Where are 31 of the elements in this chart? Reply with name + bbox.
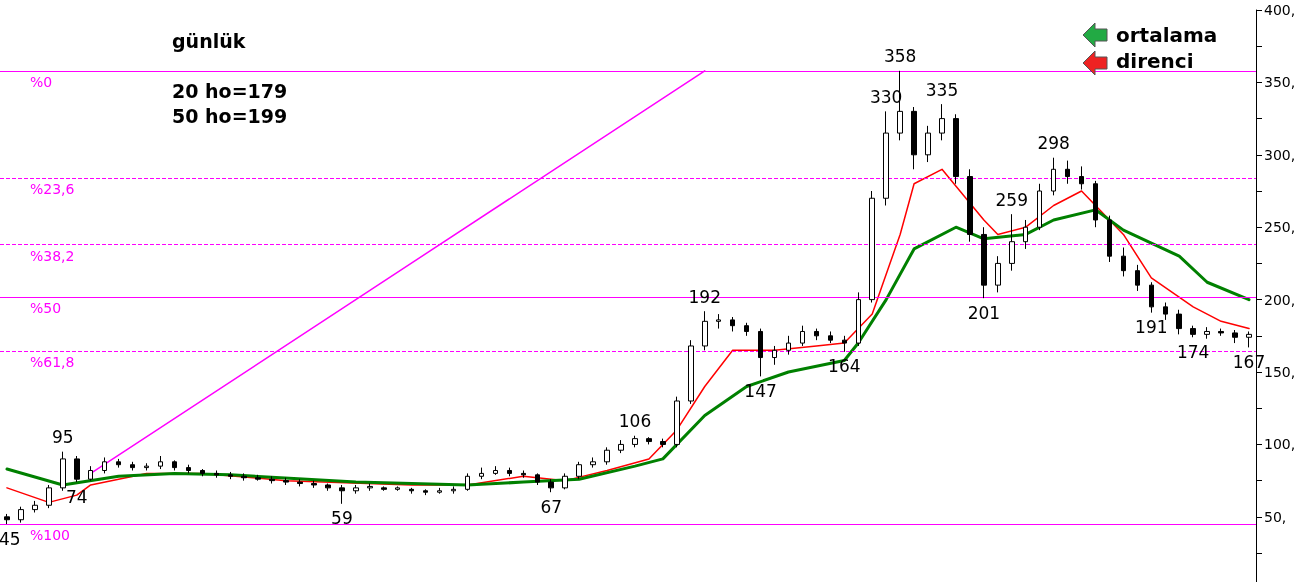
annotation: %61,8 <box>30 354 75 371</box>
annotation: 335 <box>925 79 959 100</box>
y-tick-label: 350, <box>1264 74 1296 91</box>
annotation: 147 <box>744 380 777 401</box>
annotation: 106 <box>618 411 652 432</box>
annotation: %38,2 <box>30 247 75 264</box>
text: günlük <box>172 30 246 52</box>
annotation: 191 <box>1135 317 1168 338</box>
y-tick-label: 100, <box>1264 436 1296 453</box>
annotation: 95 <box>51 427 74 448</box>
annotation: 45 <box>0 528 21 549</box>
annotation: 59 <box>331 508 353 529</box>
annotation: ortalama direnci <box>1116 22 1219 74</box>
annotation: 201 <box>967 302 1001 323</box>
y-tick-label: 400, <box>1264 2 1296 18</box>
y-tick-label: 300, <box>1264 146 1296 163</box>
y-tick-label: 250, <box>1264 219 1296 236</box>
annotation: 67 <box>540 496 563 517</box>
annotation: 20 ho=179 <box>172 80 288 102</box>
annotation: 358 <box>883 46 917 67</box>
annotation: %0 <box>30 73 53 90</box>
annotation: %50 <box>30 300 62 317</box>
annotation: %23,6 <box>30 180 75 197</box>
annotation: %100 <box>30 527 71 544</box>
annotation: 50 ho=199 <box>172 105 288 127</box>
annotation: 298 <box>1037 133 1070 154</box>
y-tick-label: 50, <box>1264 508 1287 525</box>
y-tick-label: 200, <box>1264 291 1296 308</box>
annotation: 164 <box>828 356 861 377</box>
y-tick-label: 150, <box>1264 364 1296 381</box>
annotation: 259 <box>995 189 1028 210</box>
